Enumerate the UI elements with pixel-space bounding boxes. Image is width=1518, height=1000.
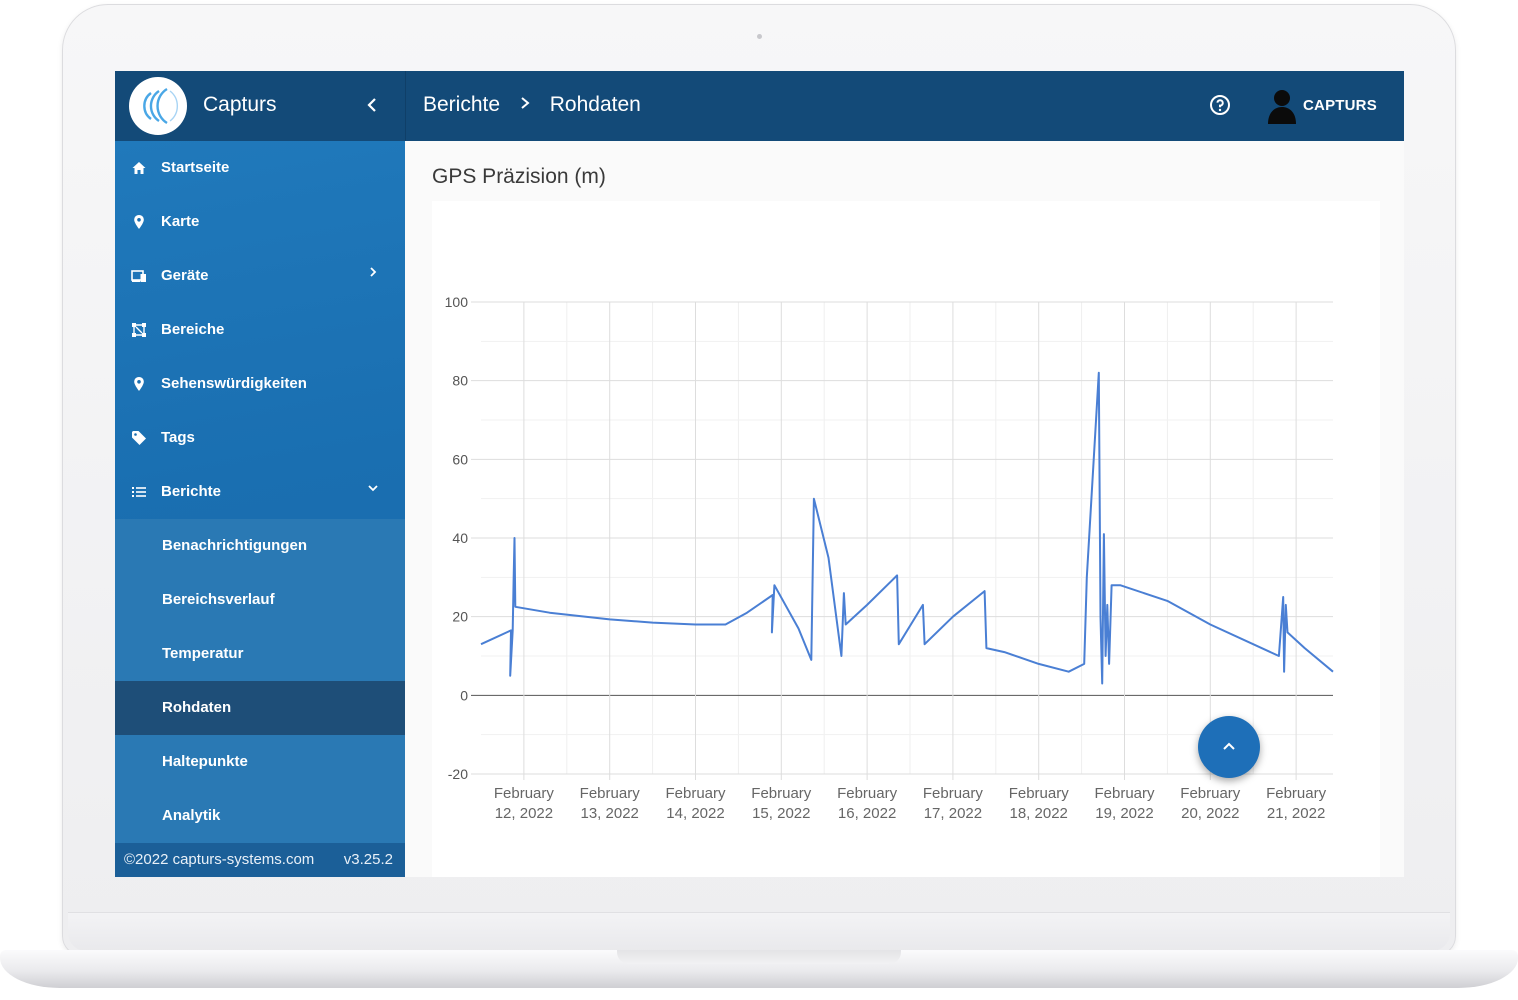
list-icon [132, 487, 146, 497]
chevron-left-icon [367, 98, 376, 112]
x-tick-label: February 15, 2022 [751, 785, 812, 822]
help-circle-icon [1210, 95, 1230, 115]
y-tick-label: 60 [452, 451, 468, 467]
x-tick-label: February 19, 2022 [1094, 785, 1155, 822]
tag-icon [132, 431, 146, 445]
camera-dot [757, 34, 762, 39]
map-pin-icon [134, 377, 144, 391]
sidebar-item-label: Tags [161, 429, 195, 446]
sidebar-subitem-rohdaten[interactable]: Rohdaten [115, 681, 405, 735]
home-icon [132, 162, 146, 174]
top-bar: Capturs Berichte Rohdaten [115, 71, 1404, 141]
x-tick-label: February 18, 2022 [1009, 785, 1070, 822]
sidebar-subitem-analytik[interactable]: Analytik [115, 789, 405, 843]
x-tick-label: February 21, 2022 [1266, 785, 1327, 822]
x-tick-label: February 14, 2022 [665, 785, 726, 822]
y-tick-label: 100 [445, 294, 469, 310]
map-pin-icon [134, 215, 144, 229]
sidebar-item-label: Sehenswürdigkeiten [161, 375, 307, 392]
y-tick-label: 40 [452, 530, 468, 546]
x-tick-label: February 12, 2022 [494, 785, 555, 822]
sidebar-subitem-benachrichtigungen[interactable]: Benachrichtigungen [115, 519, 405, 573]
brand-name: Capturs [203, 93, 277, 116]
devices-icon [131, 270, 146, 282]
sidebar-subitem-label: Bereichsverlauf [162, 591, 275, 608]
sidebar-subitem-bereichsverlauf[interactable]: Bereichsverlauf [115, 573, 405, 627]
area-icon [132, 323, 146, 337]
sidebar-subitem-label: Benachrichtigungen [162, 537, 308, 554]
collapse-sidebar-button[interactable] [359, 91, 387, 119]
sidebar-item-label: Startseite [161, 159, 230, 176]
gps-precision-chart: 100 80 60 40 20 0 -20 February 12, 2022 February 1… [445, 294, 1334, 822]
chevron-right-icon [365, 264, 381, 285]
laptop-bezel [68, 912, 1450, 951]
copyright-text: ©2022 capturs-systems.com [124, 851, 315, 868]
help-button[interactable] [1208, 93, 1232, 117]
breadcrumb-berichte-link[interactable]: Berichte [423, 93, 501, 117]
sidebar-subitem-temperatur[interactable]: Temperatur [115, 627, 405, 681]
chevron-right-icon [518, 94, 532, 117]
version-text: v3.25.2 [343, 851, 393, 868]
sidebar-item-berichte[interactable]: Berichte [115, 465, 405, 519]
sidebar-footer: ©2022 capturs-systems.com v3.25.2 [115, 843, 405, 877]
scroll-to-top-button[interactable] [1198, 716, 1260, 778]
sidebar-subitem-label: Rohdaten [162, 699, 232, 716]
laptop-notch [617, 950, 901, 964]
sidebar-subitem-label: Analytik [162, 807, 221, 824]
x-tick-label: February 13, 2022 [580, 785, 641, 822]
sidebar-item-bereiche[interactable]: Bereiche [115, 303, 405, 357]
y-tick-label: 20 [452, 609, 468, 625]
sidebar-item-sehenswuerdigkeiten[interactable]: Sehenswürdigkeiten [115, 357, 405, 411]
brand-area: Capturs [115, 71, 406, 141]
y-tick-label: 80 [452, 373, 468, 389]
sidebar-item-label: Geräte [161, 267, 209, 284]
y-tick-label: -20 [448, 766, 468, 782]
series-line [480, 371, 1334, 685]
x-tick-label: February 16, 2022 [837, 785, 898, 822]
sidebar-item-tags[interactable]: Tags [115, 411, 405, 465]
chevron-down-icon [365, 480, 381, 501]
main-content: GPS Präzision (m) 100 80 60 40 20 0 -20 Februar… [405, 141, 1404, 877]
sidebar-item-startseite[interactable]: Startseite [115, 141, 405, 195]
capturs-logo-icon[interactable] [129, 77, 187, 135]
x-tick-label: February 17, 2022 [923, 785, 984, 822]
sidebar-item-label: Karte [161, 213, 200, 230]
app-screen: Capturs Berichte Rohdaten [115, 71, 1404, 877]
chevron-up-icon [1223, 742, 1235, 750]
berichte-submenu: Benachrichtigungen Bereichsverlauf Tempe… [115, 519, 405, 843]
page-title: GPS Präzision (m) [432, 165, 606, 188]
breadcrumb-current: Rohdaten [549, 93, 641, 117]
sidebar-item-label: Bereiche [161, 321, 225, 338]
sidebar-subitem-label: Temperatur [162, 645, 244, 662]
sidebar-subitem-haltepunkte[interactable]: Haltepunkte [115, 735, 405, 789]
sidebar-item-label: Berichte [161, 483, 222, 500]
user-avatar-icon [1268, 90, 1296, 124]
y-tick-label: 0 [460, 687, 468, 703]
sidebar-item-geraete[interactable]: Geräte [115, 249, 405, 303]
sidebar-subitem-label: Haltepunkte [162, 753, 248, 770]
x-tick-label: February 20, 2022 [1180, 785, 1241, 822]
sidebar: Startseite Karte Geräte [115, 141, 405, 877]
breadcrumb: Berichte Rohdaten [423, 93, 641, 117]
sidebar-item-karte[interactable]: Karte [115, 195, 405, 249]
user-name: CAPTURS [1303, 97, 1377, 114]
